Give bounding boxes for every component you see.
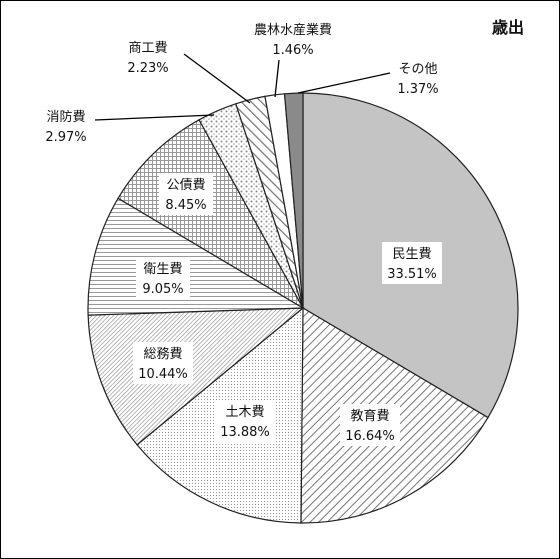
slice-name: 消防費	[46, 109, 85, 125]
slice-percent: 2.23%	[127, 61, 168, 76]
slice-name: 民生費	[392, 247, 431, 262]
leader-line	[183, 53, 251, 104]
slice-name: 教育費	[350, 408, 389, 424]
slice-percent: 10.44%	[138, 367, 188, 382]
slice-name: 農林水産業費	[254, 22, 332, 38]
label-background	[159, 173, 213, 215]
slice-name: その他	[398, 62, 437, 77]
slice-label: 総務費 10.44%	[133, 342, 193, 384]
slice-percent: 1.46%	[272, 43, 313, 58]
slice-percent: 13.88%	[220, 425, 270, 440]
leader-line	[297, 72, 391, 94]
label-background	[340, 404, 400, 446]
slice-label: 土木費 13.88%	[215, 400, 275, 442]
slice-percent: 33.51%	[387, 267, 437, 282]
slice-name: 商工費	[128, 41, 167, 56]
leader-line	[274, 59, 280, 98]
slice-label: 衛生費 9.05%	[136, 257, 190, 299]
label-background	[133, 342, 193, 384]
slice-percent: 9.05%	[142, 282, 183, 297]
slice-label: 商工費 2.23%	[127, 41, 168, 76]
slice-percent: 2.97%	[45, 130, 86, 145]
slice-percent: 1.37%	[397, 82, 438, 97]
label-background	[136, 257, 190, 299]
slice-label: 公債費 8.45%	[159, 173, 213, 215]
slice-label: 消防費 2.97%	[45, 109, 86, 145]
label-background	[215, 400, 275, 442]
chart-title: 歳出	[492, 18, 524, 37]
slice-label: 農林水産業費 1.46%	[254, 22, 332, 58]
slice-percent: 8.45%	[165, 198, 206, 213]
pie-slice	[283, 92, 304, 309]
slice-percent: 16.64%	[345, 429, 395, 444]
slice-label: その他 1.37%	[397, 62, 438, 97]
label-background	[382, 242, 442, 284]
slice-name: 衛生費	[143, 262, 182, 277]
slice-name: 総務費	[143, 347, 182, 362]
slice-name: 土木費	[225, 405, 264, 420]
leader-line	[94, 114, 215, 121]
slice-label: 民生費 33.51%	[382, 242, 442, 284]
slice-name: 公債費	[166, 178, 205, 193]
slice-label: 教育費 16.64%	[340, 404, 400, 446]
